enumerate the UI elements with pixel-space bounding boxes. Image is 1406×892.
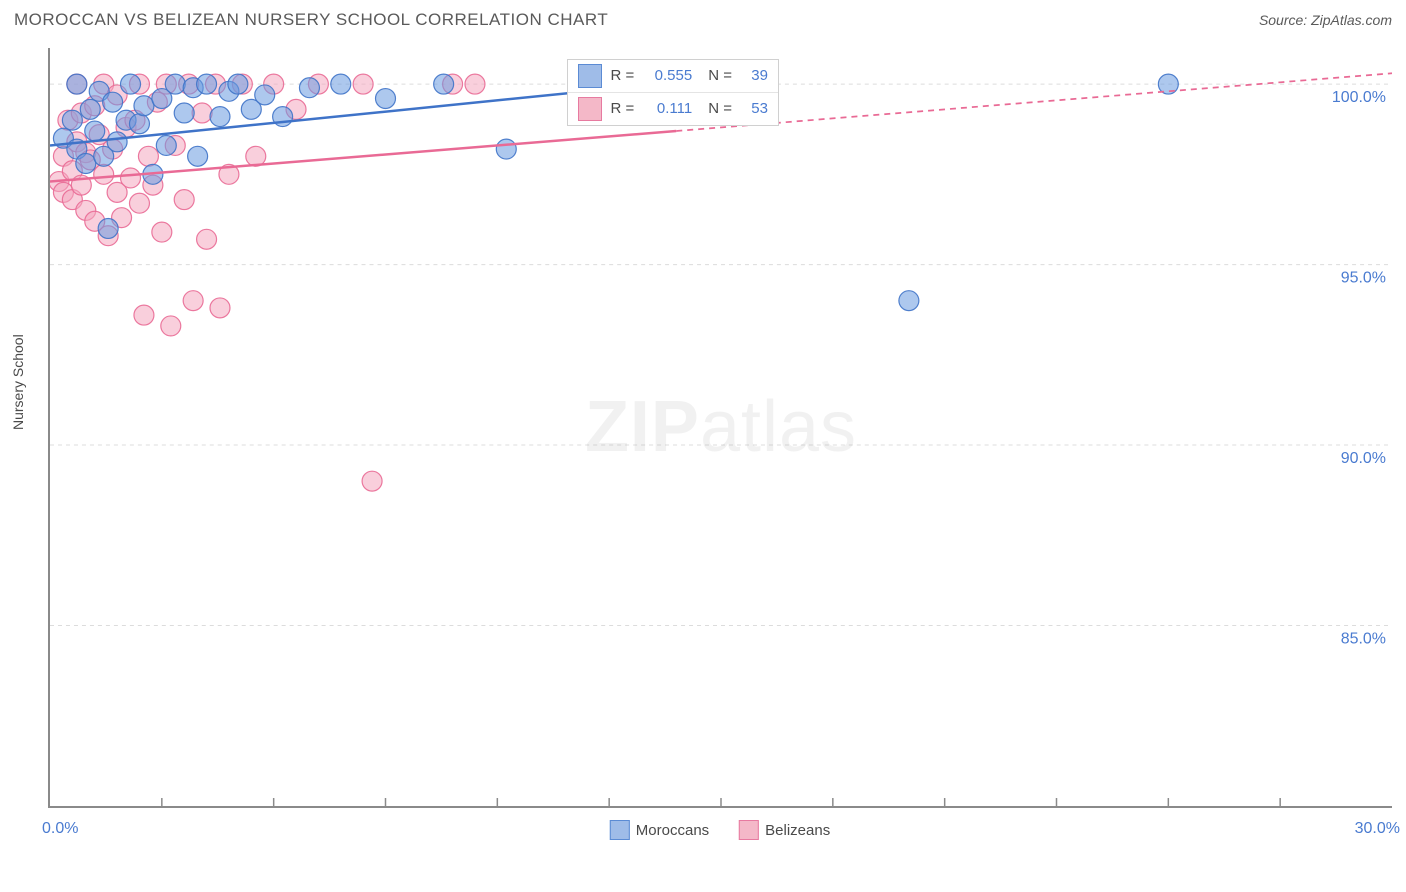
correlation-info-box: R = 0.555 N = 39 R = 0.111 N = 53 <box>567 59 779 126</box>
chart-title: MOROCCAN VS BELIZEAN NURSERY SCHOOL CORR… <box>14 10 608 30</box>
svg-text:85.0%: 85.0% <box>1341 630 1386 647</box>
scatter-chart: 100.0% 95.0% 90.0% 85.0% <box>50 48 1392 806</box>
legend-label-belizeans: Belizeans <box>765 822 830 839</box>
r-label: R = <box>610 67 634 84</box>
legend-item-moroccans: Moroccans <box>610 820 709 840</box>
info-row-belizeans: R = 0.111 N = 53 <box>568 92 778 125</box>
svg-text:90.0%: 90.0% <box>1341 450 1386 467</box>
info-row-moroccans: R = 0.555 N = 39 <box>568 60 778 92</box>
svg-text:95.0%: 95.0% <box>1341 270 1386 287</box>
legend-item-belizeans: Belizeans <box>739 820 830 840</box>
swatch-moroccans-icon <box>578 64 602 88</box>
x-axis-max: 30.0% <box>1355 820 1400 838</box>
r-value-belizeans: 0.111 <box>642 100 692 117</box>
source-attribution: Source: ZipAtlas.com <box>1259 12 1392 28</box>
x-axis-min: 0.0% <box>42 820 78 838</box>
swatch-belizeans-icon <box>578 97 602 121</box>
plot-area: 100.0%95.0%90.0%85.0% ZIPatlas R = 0.555… <box>48 48 1392 808</box>
n-label: N = <box>708 100 732 117</box>
n-label: N = <box>708 67 732 84</box>
swatch-moroccans-icon <box>610 820 630 840</box>
y-axis-label: Nursery School <box>10 334 26 430</box>
swatch-belizeans-icon <box>739 820 759 840</box>
svg-text:100.0%: 100.0% <box>1332 89 1386 106</box>
r-label: R = <box>610 100 634 117</box>
plot-wrap: 100.0%95.0%90.0%85.0% ZIPatlas R = 0.555… <box>48 48 1392 808</box>
x-axis-labels: 0.0% Moroccans Belizeans 30.0% <box>48 820 1392 850</box>
r-value-moroccans: 0.555 <box>642 67 692 84</box>
n-value-belizeans: 53 <box>740 100 768 117</box>
n-value-moroccans: 39 <box>740 67 768 84</box>
bottom-legend: Moroccans Belizeans <box>610 820 830 840</box>
legend-label-moroccans: Moroccans <box>636 822 709 839</box>
